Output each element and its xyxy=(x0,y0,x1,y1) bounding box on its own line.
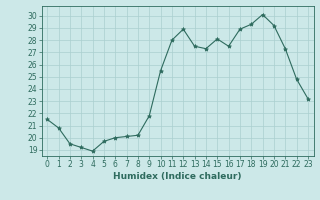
X-axis label: Humidex (Indice chaleur): Humidex (Indice chaleur) xyxy=(113,172,242,181)
